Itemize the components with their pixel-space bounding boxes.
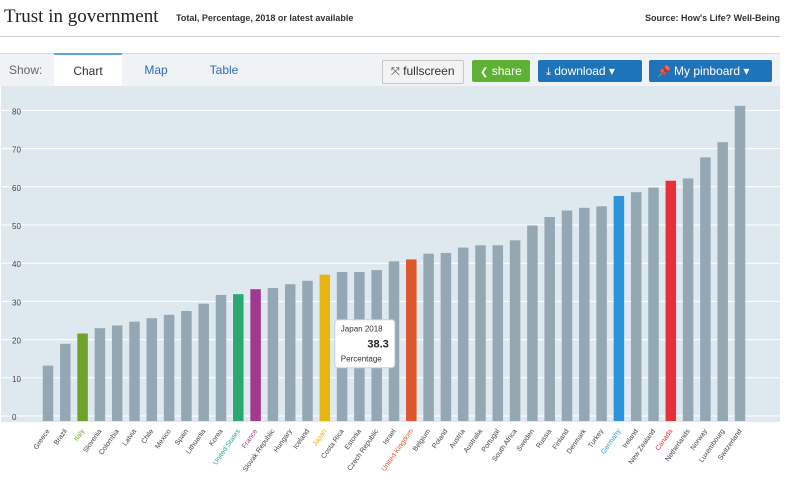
y-tick-label: 70 (12, 146, 21, 155)
bar (527, 225, 538, 421)
pinboard-label: My pinboard ▾ (674, 64, 750, 78)
chart-header: Trust in government Total, Percentage, 2… (0, 0, 780, 37)
tooltip-country: Japan 2018 (341, 325, 383, 334)
bar (284, 284, 296, 421)
y-tick-label: 50 (12, 222, 21, 231)
chart-title: Trust in government (4, 6, 159, 27)
fullscreen-label: fullscreen (403, 64, 455, 78)
bar (440, 252, 452, 421)
bar (302, 280, 313, 421)
bar (198, 303, 209, 421)
x-tick-label: Israel (382, 428, 398, 446)
bar (163, 314, 175, 421)
bar (648, 187, 659, 421)
y-tick-label: 30 (12, 298, 21, 307)
y-tick-label: 60 (12, 184, 21, 193)
bar (60, 343, 71, 421)
x-tick-label: Japan (312, 428, 329, 448)
bar (665, 180, 677, 421)
bar (734, 105, 746, 421)
fullscreen-icon: ⤧ (391, 66, 400, 78)
x-tick-label: Iceland (292, 428, 311, 451)
tab-chart[interactable]: Chart (54, 53, 122, 87)
bar (423, 253, 434, 421)
x-tick-label: Czech Republic (346, 428, 380, 473)
bar (42, 365, 54, 421)
bar (77, 333, 88, 421)
tab-table[interactable]: Table (209, 63, 239, 77)
bar (94, 328, 106, 421)
bar (319, 274, 331, 421)
bar (596, 206, 607, 421)
x-tick-label: Ireland (622, 428, 640, 450)
x-tick-label: France (241, 428, 259, 450)
x-tick-label: Turkey (587, 428, 605, 450)
bar (682, 178, 694, 421)
toolbar: Show: Chart Map Table ⤧ fullscreen ❮ sha… (0, 53, 780, 87)
chart-subtitle: Total, Percentage, 2018 or latest availa… (176, 13, 354, 23)
download-button[interactable]: ⤓ download ▾ (538, 60, 642, 82)
share-button[interactable]: ❮ share (472, 60, 530, 82)
bar (630, 192, 642, 421)
download-label: download ▾ (554, 64, 615, 78)
tooltip-unit: Percentage (341, 355, 382, 364)
x-tick-label: Austria (449, 428, 467, 450)
bar (181, 310, 192, 421)
bar (717, 142, 728, 421)
y-tick-label: 20 (12, 337, 21, 346)
fullscreen-button[interactable]: ⤧ fullscreen (382, 60, 464, 84)
x-tick-label: Brazil (53, 428, 69, 447)
show-label: Show: (9, 63, 43, 77)
x-tick-label: Mexico (154, 428, 173, 450)
bar (406, 259, 417, 421)
bar (492, 245, 504, 421)
x-tick-label: Korea (208, 428, 225, 447)
bar (561, 210, 573, 421)
download-icon: ⤓ (546, 66, 551, 78)
bar (700, 157, 711, 422)
bar (250, 289, 261, 421)
chart-area: 0 10 20 30 40 50 60 70 80 Greece Brazil Italy Sloven… (0, 86, 780, 485)
x-tick-label: Italy (73, 428, 86, 443)
y-tick-label: 0 (12, 413, 17, 422)
bar (509, 240, 521, 421)
tooltip-value: 38.3 (367, 339, 388, 351)
x-tick-label: Chile (141, 428, 156, 445)
bar (457, 247, 469, 421)
source-link[interactable]: Source: How's Life? Well-Being (645, 13, 780, 23)
bar (129, 321, 140, 421)
x-tick-label: Sweden (516, 428, 536, 453)
x-tick-label: Latvia (122, 428, 139, 447)
bar (544, 217, 555, 421)
x-tick-label: Belgium (412, 428, 432, 453)
tooltip: Japan 2018 38.3 Percentage (334, 319, 396, 369)
bar (475, 245, 486, 421)
pin-icon: 📌 (657, 66, 671, 78)
x-tick-label: Russia (535, 428, 553, 450)
x-tick-label: Hungary (273, 428, 294, 454)
tooltip-box (334, 319, 396, 369)
bar (111, 325, 123, 421)
bar (579, 207, 590, 421)
x-tick-label: Slovak Republic (242, 428, 277, 474)
x-tick-label: Spain (174, 428, 190, 447)
pinboard-button[interactable]: 📌 My pinboard ▾ (649, 60, 772, 82)
bar (215, 294, 227, 421)
y-tick-label: 40 (12, 260, 21, 269)
bar (613, 196, 625, 421)
x-tick-label: Greece (33, 428, 52, 451)
tab-map[interactable]: Map (144, 63, 168, 77)
bar (267, 288, 279, 421)
share-icon: ❮ (480, 67, 489, 78)
y-tick-label: 10 (12, 375, 21, 384)
bar (146, 318, 158, 421)
y-tick-label: 80 (12, 107, 21, 116)
bar (233, 294, 244, 421)
x-tick-label: United Kingdom (381, 428, 415, 473)
x-tick-label: Poland (431, 428, 449, 450)
share-label: share (491, 64, 522, 78)
